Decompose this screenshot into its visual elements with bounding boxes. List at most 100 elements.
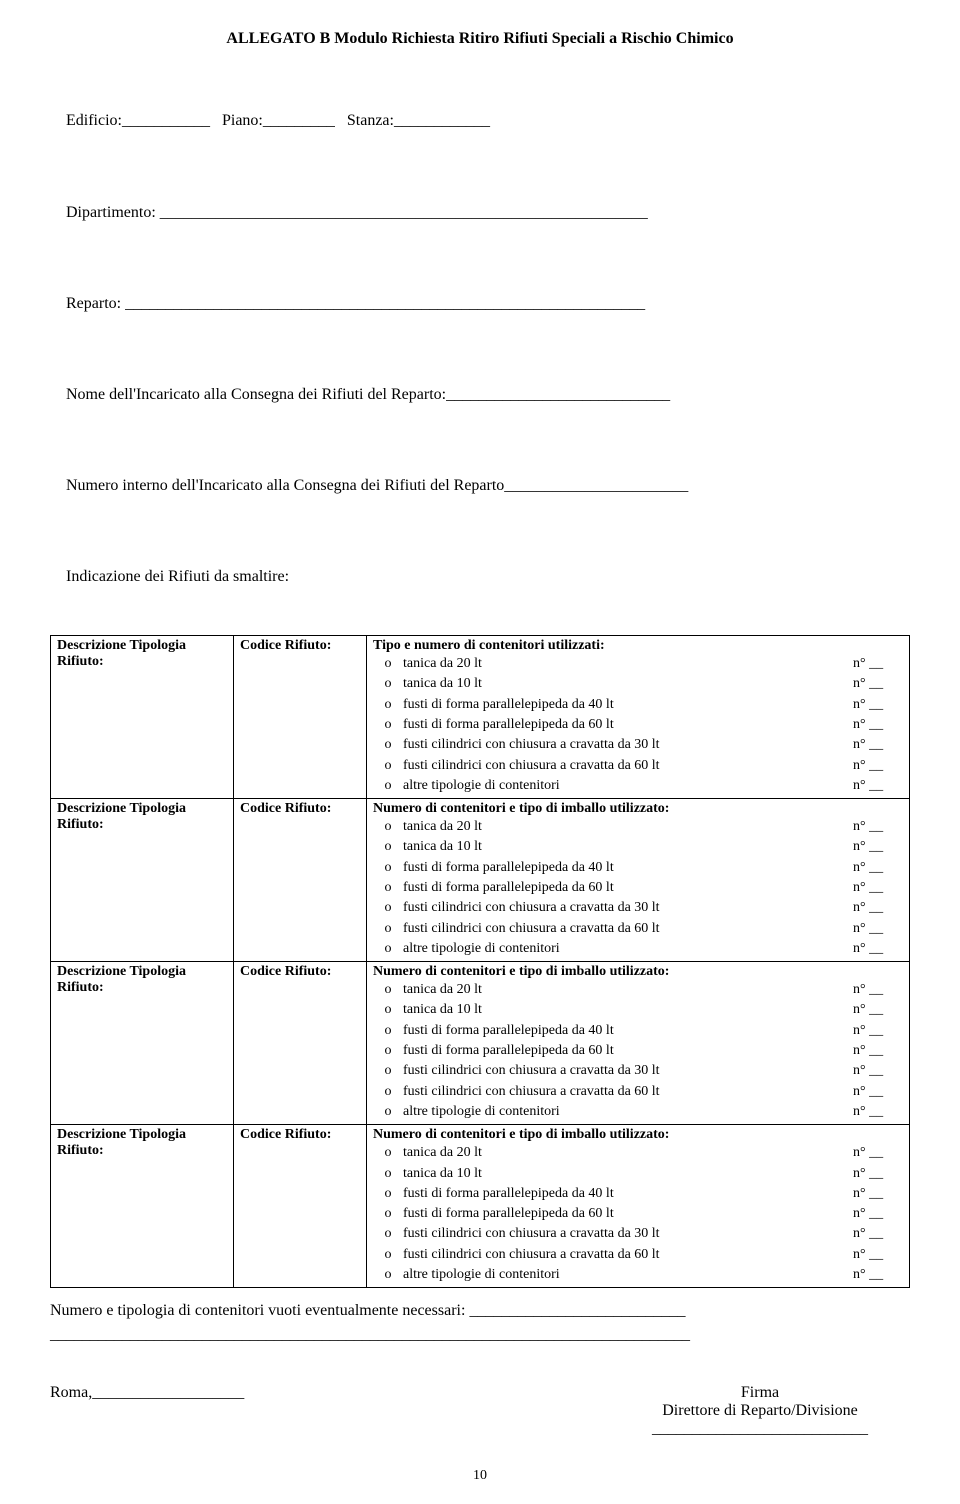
list-item: ofusti cilindrici con chiusura a cravatt…	[373, 1061, 903, 1081]
cell-codice[interactable]: Codice Rifiuto:	[234, 1125, 367, 1288]
item-label: altre tipologie di contenitori	[403, 1102, 853, 1122]
row-numero-interno[interactable]: Numero interno dell'Incaricato alla Cons…	[50, 441, 910, 532]
bullet-icon: o	[373, 858, 403, 878]
cell-descrizione[interactable]: Descrizione TipologiaRifiuto:	[51, 799, 234, 962]
bullet-icon: o	[373, 1021, 403, 1041]
label-reparto: Reparto:	[66, 295, 121, 312]
item-count[interactable]: n° __	[853, 756, 903, 776]
item-count[interactable]: n° __	[853, 980, 903, 1000]
page-number: 10	[50, 1468, 910, 1484]
item-count[interactable]: n° __	[853, 837, 903, 857]
cell-codice[interactable]: Codice Rifiuto:	[234, 799, 367, 962]
cell-descrizione[interactable]: Descrizione TipologiaRifiuto:	[51, 962, 234, 1125]
row-reparto[interactable]: Reparto: _______________________________…	[50, 258, 910, 349]
label-indicazione: Indicazione dei Rifiuti da smaltire:	[66, 568, 289, 585]
bullet-icon: o	[373, 1204, 403, 1224]
item-count[interactable]: n° __	[853, 1082, 903, 1102]
item-label: fusti di forma parallelepipeda da 60 lt	[403, 878, 853, 898]
item-count[interactable]: n° __	[853, 674, 903, 694]
item-label: tanica da 10 lt	[403, 674, 853, 694]
bullet-icon: o	[373, 837, 403, 857]
label-stanza[interactable]: Stanza:	[347, 112, 394, 129]
cell-contenitori: Numero di contenitori e tipo di imballo …	[367, 962, 910, 1125]
label-numero-interno: Numero interno dell'Incaricato alla Cons…	[66, 477, 504, 494]
item-count[interactable]: n° __	[853, 817, 903, 837]
item-count[interactable]: n° __	[853, 898, 903, 918]
bullet-icon: o	[373, 776, 403, 796]
cell-descrizione[interactable]: Descrizione TipologiaRifiuto:	[51, 636, 234, 799]
label-piano[interactable]: Piano:	[222, 112, 263, 129]
cell-codice[interactable]: Codice Rifiuto:	[234, 636, 367, 799]
label-desc-tipologia: Descrizione Tipologia	[57, 1127, 186, 1142]
cell-contenitori: Numero di contenitori e tipo di imballo …	[367, 799, 910, 962]
item-count[interactable]: n° __	[853, 1245, 903, 1265]
item-count[interactable]: n° __	[853, 1164, 903, 1184]
item-count[interactable]: n° __	[853, 1102, 903, 1122]
item-count[interactable]: n° __	[853, 1224, 903, 1244]
bullet-icon: o	[373, 919, 403, 939]
blank-line[interactable]: ________________________________________…	[50, 1326, 910, 1344]
item-count[interactable]: n° __	[853, 939, 903, 959]
label-codice-rifiuto: Codice Rifiuto:	[240, 801, 331, 816]
list-item: ofusti di forma parallelepipeda da 60 lt…	[373, 1041, 903, 1061]
bullet-icon: o	[373, 1164, 403, 1184]
bullet-icon: o	[373, 898, 403, 918]
item-label: fusti cilindrici con chiusura a cravatta…	[403, 919, 853, 939]
list-item: otanica da 20 ltn° __	[373, 817, 903, 837]
label-edificio[interactable]: Edificio:	[66, 112, 122, 129]
bullet-icon: o	[373, 715, 403, 735]
item-count[interactable]: n° __	[853, 1204, 903, 1224]
item-label: altre tipologie di contenitori	[403, 776, 853, 796]
row-numero-tipologia[interactable]: Numero e tipologia di contenitori vuoti …	[50, 1302, 910, 1320]
table-row: Descrizione TipologiaRifiuto:Codice Rifi…	[51, 962, 910, 1125]
cell-contenitori: Tipo e numero di contenitori utilizzati:…	[367, 636, 910, 799]
label-rifiuto: Rifiuto:	[57, 654, 104, 669]
item-count[interactable]: n° __	[853, 715, 903, 735]
item-count[interactable]: n° __	[853, 858, 903, 878]
item-count[interactable]: n° __	[853, 919, 903, 939]
table-row: Descrizione TipologiaRifiuto:Codice Rifi…	[51, 1125, 910, 1288]
bullet-icon: o	[373, 1082, 403, 1102]
signature-line[interactable]: ___________________________	[610, 1420, 910, 1438]
list-item: ofusti cilindrici con chiusura a cravatt…	[373, 1082, 903, 1102]
item-count[interactable]: n° __	[853, 878, 903, 898]
list-item: otanica da 20 ltn° __	[373, 654, 903, 674]
row-indicazione: Indicazione dei Rifiuti da smaltire:	[50, 532, 910, 623]
bullet-icon: o	[373, 735, 403, 755]
row-nome-incaricato[interactable]: Nome dell'Incaricato alla Consegna dei R…	[50, 350, 910, 441]
item-label: tanica da 10 lt	[403, 837, 853, 857]
item-label: tanica da 20 lt	[403, 980, 853, 1000]
section-header: Numero di contenitori e tipo di imballo …	[373, 801, 903, 817]
item-count[interactable]: n° __	[853, 1000, 903, 1020]
bullet-icon: o	[373, 674, 403, 694]
item-label: fusti di forma parallelepipeda da 40 lt	[403, 858, 853, 878]
cell-descrizione[interactable]: Descrizione TipologiaRifiuto:	[51, 1125, 234, 1288]
item-count[interactable]: n° __	[853, 1041, 903, 1061]
row-edificio-piano-stanza: Edificio:___________ Piano:_________ Sta…	[50, 76, 910, 167]
roma-date[interactable]: Roma,___________________	[50, 1384, 610, 1438]
item-count[interactable]: n° __	[853, 735, 903, 755]
label-desc-tipologia: Descrizione Tipologia	[57, 801, 186, 816]
item-count[interactable]: n° __	[853, 1021, 903, 1041]
item-count[interactable]: n° __	[853, 695, 903, 715]
item-label: altre tipologie di contenitori	[403, 939, 853, 959]
row-dipartimento[interactable]: Dipartimento: __________________________…	[50, 167, 910, 258]
bullet-icon: o	[373, 1184, 403, 1204]
item-count[interactable]: n° __	[853, 1265, 903, 1285]
cell-codice[interactable]: Codice Rifiuto:	[234, 962, 367, 1125]
bullet-icon: o	[373, 1224, 403, 1244]
item-label: tanica da 20 lt	[403, 817, 853, 837]
list-item: ofusti cilindrici con chiusura a cravatt…	[373, 1224, 903, 1244]
item-count[interactable]: n° __	[853, 1061, 903, 1081]
list-item: oaltre tipologie di contenitorin° __	[373, 1102, 903, 1122]
label-desc-tipologia: Descrizione Tipologia	[57, 638, 186, 653]
item-label: tanica da 20 lt	[403, 1143, 853, 1163]
label-dipartimento: Dipartimento:	[66, 204, 156, 221]
item-count[interactable]: n° __	[853, 1143, 903, 1163]
item-count[interactable]: n° __	[853, 1184, 903, 1204]
label-roma: Roma,	[50, 1384, 92, 1401]
item-count[interactable]: n° __	[853, 776, 903, 796]
label-numero-tipologia: Numero e tipologia di contenitori vuoti …	[50, 1302, 465, 1319]
label-direttore: Direttore di Reparto/Divisione	[610, 1402, 910, 1420]
item-count[interactable]: n° __	[853, 654, 903, 674]
